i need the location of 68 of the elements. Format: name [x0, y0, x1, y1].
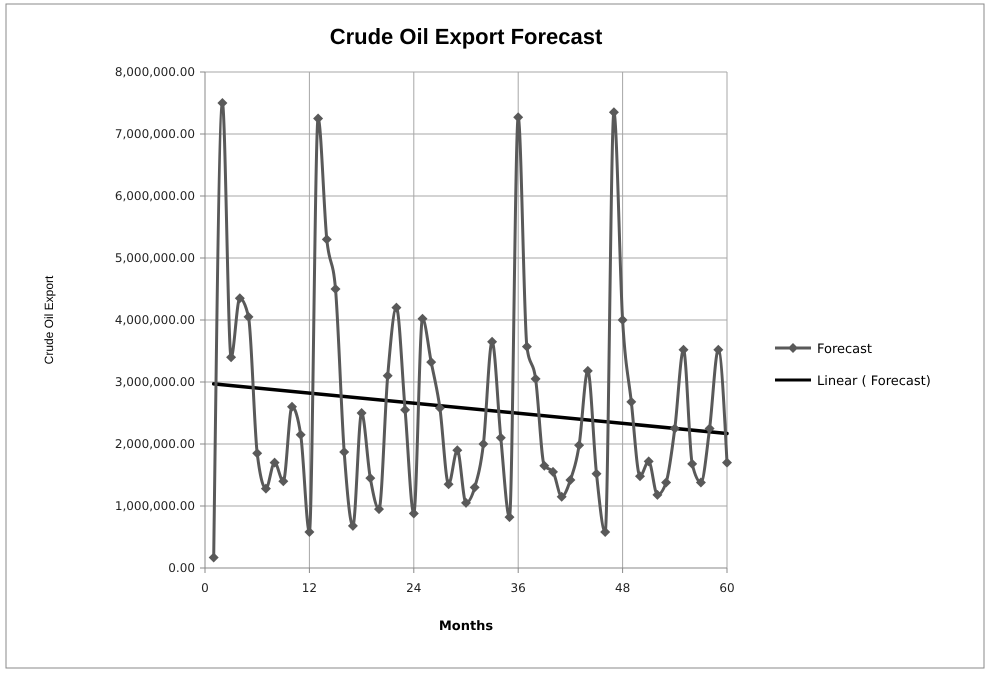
- point: [382, 370, 393, 381]
- point: [713, 344, 724, 355]
- chart-title: Crude Oil Export Forecast: [330, 24, 603, 49]
- point: [574, 440, 584, 450]
- x-tick-label: 36: [510, 581, 526, 595]
- point: [260, 484, 271, 494]
- point: [530, 374, 541, 384]
- y-tick-label: 3,000,000.00: [114, 375, 195, 389]
- point: [400, 404, 410, 415]
- x-tick-label: 12: [302, 581, 318, 595]
- point: [374, 504, 384, 514]
- point: [687, 458, 698, 469]
- y-tick-label: 0.00: [168, 561, 195, 575]
- point: [278, 476, 288, 486]
- legend-label: Linear ( Forecast): [817, 374, 931, 389]
- point: [635, 471, 645, 482]
- point: [234, 293, 245, 304]
- point: [696, 477, 706, 488]
- point: [322, 234, 332, 244]
- point: [652, 490, 662, 500]
- point: [548, 466, 558, 477]
- point: [304, 527, 314, 538]
- point: [592, 468, 602, 479]
- point: [461, 498, 471, 508]
- legend-label: Forecast: [817, 342, 872, 357]
- point: [470, 482, 480, 492]
- point: [296, 430, 306, 440]
- point: [330, 284, 340, 294]
- point: [391, 302, 402, 313]
- y-tick-label: 7,000,000.00: [114, 127, 195, 141]
- point: [704, 424, 715, 434]
- y-tick-label: 8,000,000.00: [114, 65, 195, 79]
- point: [670, 424, 680, 434]
- x-tick-label: 48: [614, 581, 630, 595]
- y-tick-label: 1,000,000.00: [114, 499, 195, 513]
- x-axis-title: Months: [438, 619, 494, 634]
- x-tick-label: 24: [406, 581, 422, 595]
- y-tick-label: 4,000,000.00: [114, 313, 195, 327]
- point: [565, 474, 576, 485]
- y-tick-label: 6,000,000.00: [114, 189, 195, 203]
- y-tick-label: 2,000,000.00: [114, 437, 195, 451]
- x-tick-label: 0: [201, 581, 209, 595]
- point: [452, 445, 462, 456]
- point: [365, 473, 376, 484]
- point: [208, 552, 219, 562]
- point: [252, 448, 262, 458]
- point: [270, 458, 280, 468]
- point: [661, 477, 672, 488]
- point: [522, 342, 532, 352]
- x-tick-label: 60: [719, 581, 735, 595]
- point: [626, 396, 636, 407]
- point: [434, 403, 445, 414]
- point: [313, 114, 324, 124]
- point: [600, 527, 610, 538]
- point: [287, 402, 297, 412]
- point: [556, 492, 567, 502]
- point: [339, 447, 350, 458]
- point: [444, 479, 454, 490]
- point: [644, 456, 654, 466]
- point: [539, 460, 550, 471]
- point: [244, 312, 254, 322]
- y-tick-label: 5,000,000.00: [114, 251, 195, 265]
- point: [426, 357, 436, 368]
- point: [722, 458, 732, 468]
- y-axis-title: Crude Oil Export: [42, 274, 56, 364]
- point: [478, 439, 488, 449]
- point: [496, 432, 506, 443]
- point: [618, 315, 628, 325]
